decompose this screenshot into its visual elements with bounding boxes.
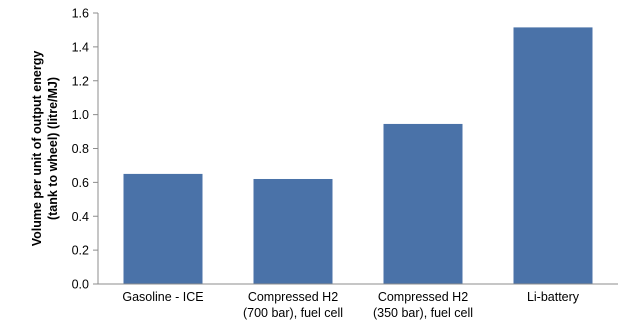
bar [513,27,593,284]
y-tick-label: 1.4 [72,40,89,54]
y-tick-label: 0.6 [72,176,89,190]
x-category-label: Compressed H2 (700 bar), fuel cell [243,290,343,320]
y-tick-label: 0.8 [72,142,89,156]
y-tick-label: 1.2 [72,74,89,88]
y-tick-label: 0.4 [72,210,89,224]
y-tick-label: 1.6 [72,7,89,21]
bar [123,173,203,284]
y-axis-ticks: 0.0 0.2 0.4 0.6 0.8 1.0 1.2 1.4 1.6 [72,7,98,292]
y-tick-label: 0.2 [72,244,89,258]
y-tick-label: 0.0 [72,278,89,292]
x-category-label: Compressed H2 (350 bar), fuel cell [373,290,473,320]
x-category-label: Gasoline - ICE [122,290,203,304]
y-axis-title: Volume per unit of output energy (tank to… [30,51,60,247]
x-category-label: Li-battery [527,290,580,304]
y-tick-label: 1.0 [72,108,89,122]
x-axis-labels: Gasoline - ICE Compressed H2 (700 bar), fu… [122,290,579,320]
y-axis-label: Volume per unit of output energy (tank to… [30,51,60,247]
bar [383,123,463,284]
bar [253,178,333,284]
bars [123,27,593,284]
